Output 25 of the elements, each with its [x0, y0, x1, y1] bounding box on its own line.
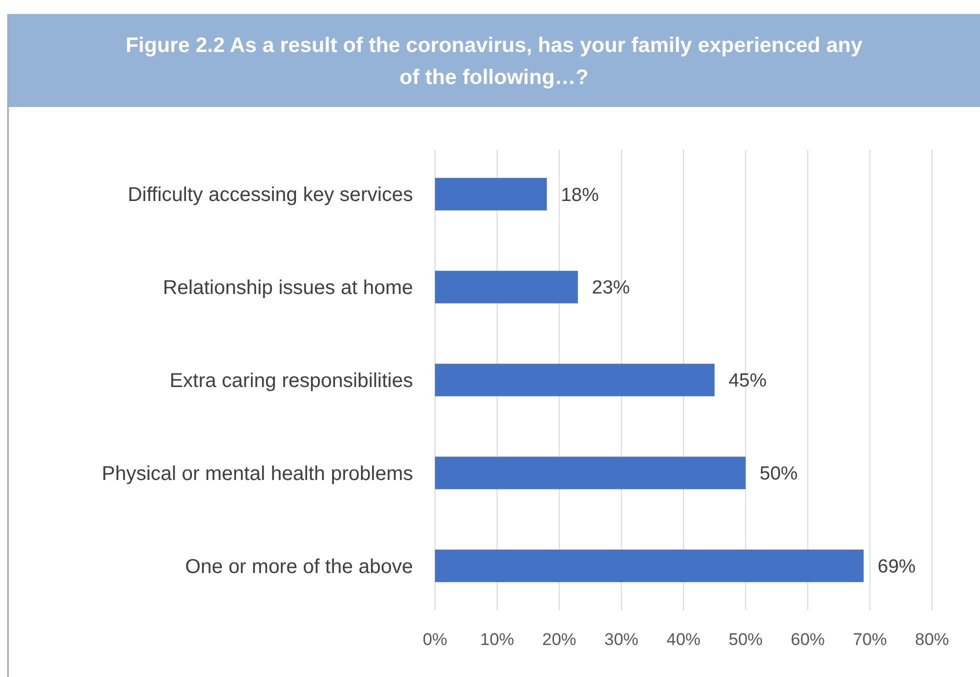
bar [435, 550, 864, 582]
x-tick-label: 60% [790, 630, 825, 649]
data-label: 18% [560, 184, 599, 206]
data-label: 50% [760, 464, 798, 485]
x-tick-label: 0% [422, 630, 448, 649]
x-tick-label: 70% [852, 630, 887, 649]
y-tick-label: Physical or mental health problems [102, 462, 413, 485]
data-label: 45% [728, 370, 767, 392]
x-tick-label: 40% [666, 630, 701, 649]
x-tick-label: 30% [604, 630, 638, 649]
x-tick-label: 80% [914, 630, 950, 649]
data-label: 69% [878, 556, 916, 578]
bar [435, 456, 746, 490]
bar [435, 178, 547, 210]
y-tick-label: One or more of the above [185, 556, 413, 578]
y-tick-label: Difficulty accessing key services [128, 184, 413, 206]
x-tick-label: 50% [728, 630, 763, 649]
bar [435, 270, 578, 304]
data-label: 23% [592, 278, 630, 299]
x-tick-label: 20% [542, 630, 576, 649]
y-tick-label: Extra caring responsibilities [170, 370, 413, 392]
x-tick-label: 10% [480, 630, 514, 649]
y-tick-label: Relationship issues at home [162, 277, 413, 300]
bar [435, 364, 715, 396]
chart-title: Figure 2.2 As a result of the coronavirus, has your family experienced any of the following…? [126, 34, 863, 89]
